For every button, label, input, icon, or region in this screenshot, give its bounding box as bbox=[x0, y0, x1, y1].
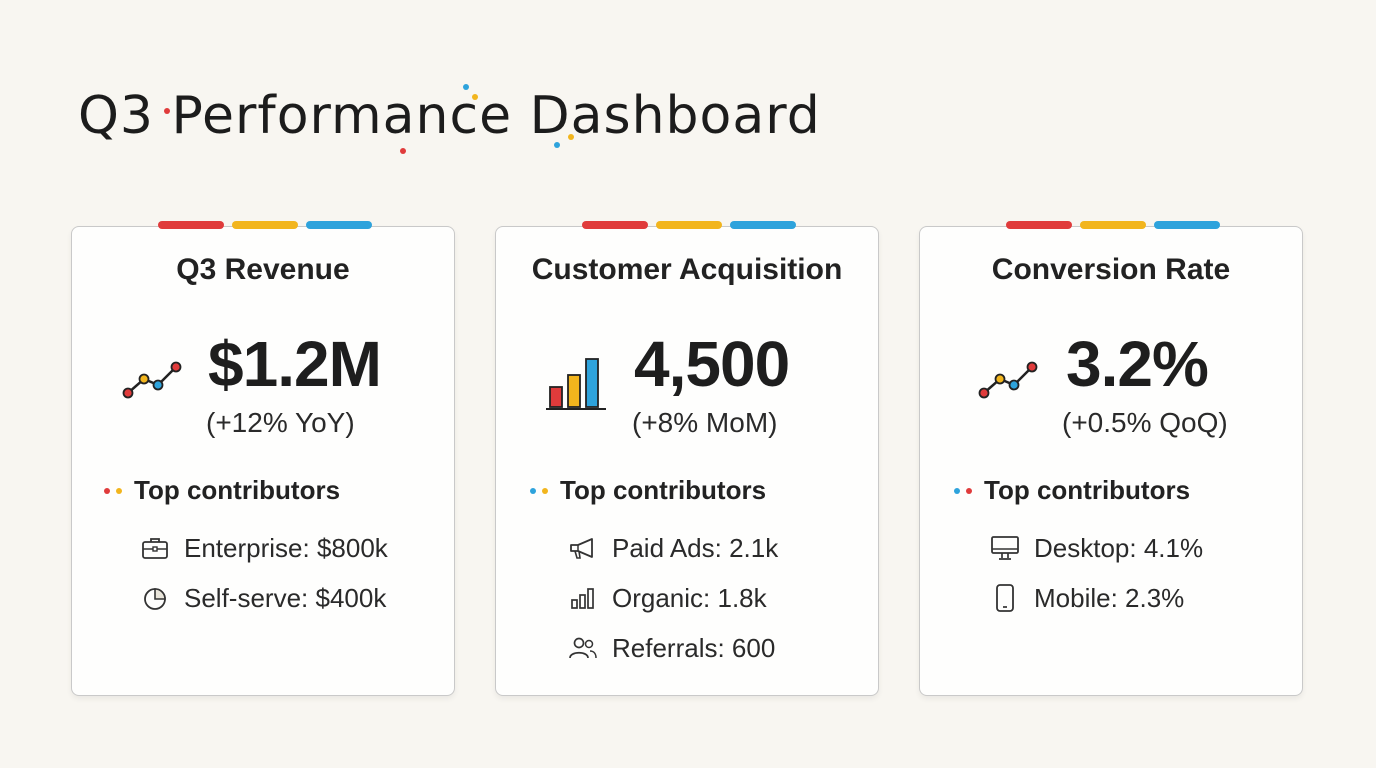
tab-stripe-yellow bbox=[1080, 221, 1146, 229]
metric-value: 4,500 bbox=[634, 328, 790, 400]
contributor-text: Desktop: 4.1% bbox=[1034, 532, 1204, 563]
desktop-icon bbox=[990, 533, 1020, 563]
bar-chart-small-icon bbox=[568, 583, 598, 613]
dashboard-header: Q3 Performance Dashboard bbox=[78, 78, 898, 168]
list-item: Self-serve: $400k bbox=[140, 573, 388, 623]
briefcase-icon bbox=[140, 533, 170, 563]
card-customer-acquisition: Customer Acquisition 4,500 (+8% MoM) Top… bbox=[495, 221, 879, 696]
contributors-list: Enterprise: $800k Self-serve: $400k bbox=[140, 523, 388, 623]
bar-chart-icon bbox=[544, 353, 610, 417]
list-item: Paid Ads: 2.1k bbox=[568, 523, 778, 573]
contributors-list: Desktop: 4.1% Mobile: 2.3% bbox=[990, 523, 1203, 623]
megaphone-icon bbox=[568, 533, 598, 563]
card-q3-revenue: Q3 Revenue $1.2M (+12% YoY) Top contribu… bbox=[71, 221, 455, 696]
card-title: Conversion Rate bbox=[991, 253, 1231, 286]
bullet-dots-icon bbox=[530, 487, 548, 494]
contributors-label: Top contributors bbox=[134, 475, 341, 505]
list-item: Organic: 1.8k bbox=[568, 573, 778, 623]
contributor-text: Referrals: 600 bbox=[612, 632, 776, 663]
confetti-dot bbox=[554, 142, 560, 148]
confetti-dot bbox=[164, 108, 170, 114]
confetti-dot bbox=[472, 94, 478, 100]
pie-chart-icon bbox=[140, 583, 170, 613]
contributors-label: Top contributors bbox=[560, 475, 767, 505]
page-title: Q3 Performance Dashboard bbox=[78, 86, 821, 146]
metric-value: $1.2M bbox=[208, 328, 382, 400]
tab-stripe-yellow bbox=[232, 221, 298, 229]
tab-stripe-blue bbox=[306, 221, 372, 229]
contributors-heading: Top contributors bbox=[530, 475, 766, 506]
card-tab-strip bbox=[1006, 221, 1220, 229]
contributor-text: Enterprise: $800k bbox=[184, 532, 388, 563]
contributor-text: Mobile: 2.3% bbox=[1034, 582, 1185, 613]
users-icon bbox=[568, 633, 598, 663]
line-trend-icon bbox=[122, 359, 184, 403]
contributors-list: Paid Ads: 2.1k Organic: 1.8k Referrals: … bbox=[568, 523, 778, 673]
list-item: Desktop: 4.1% bbox=[990, 523, 1203, 573]
confetti-dot bbox=[400, 148, 406, 154]
list-item: Enterprise: $800k bbox=[140, 523, 388, 573]
tab-stripe-blue bbox=[1154, 221, 1220, 229]
metric-change: (+12% YoY) bbox=[206, 407, 355, 438]
mobile-icon bbox=[990, 583, 1020, 613]
contributors-heading: Top contributors bbox=[104, 475, 340, 506]
card-tab-strip bbox=[582, 221, 796, 229]
card-title: Q3 Revenue bbox=[176, 253, 350, 286]
card-title: Customer Acquisition bbox=[531, 253, 843, 286]
metric-change: (+0.5% QoQ) bbox=[1062, 407, 1228, 438]
line-trend-icon bbox=[978, 359, 1040, 403]
contributors-label: Top contributors bbox=[984, 475, 1191, 505]
confetti-dot bbox=[568, 134, 574, 140]
tab-stripe-red bbox=[158, 221, 224, 229]
tab-stripe-yellow bbox=[656, 221, 722, 229]
tab-stripe-blue bbox=[730, 221, 796, 229]
list-item: Referrals: 600 bbox=[568, 623, 778, 673]
bullet-dots-icon bbox=[104, 487, 122, 494]
metric-value: 3.2% bbox=[1066, 328, 1209, 400]
list-item: Mobile: 2.3% bbox=[990, 573, 1203, 623]
contributor-text: Paid Ads: 2.1k bbox=[612, 532, 779, 563]
card-conversion-rate: Conversion Rate 3.2% (+0.5% QoQ) Top con… bbox=[919, 221, 1303, 696]
metric-change: (+8% MoM) bbox=[632, 407, 778, 438]
contributors-heading: Top contributors bbox=[954, 475, 1190, 506]
contributor-text: Self-serve: $400k bbox=[184, 582, 387, 613]
metric-row: 4,500 (+8% MoM) bbox=[496, 327, 878, 447]
confetti-dot bbox=[463, 84, 469, 90]
contributor-text: Organic: 1.8k bbox=[612, 582, 767, 613]
bullet-dots-icon bbox=[954, 487, 972, 494]
tab-stripe-red bbox=[582, 221, 648, 229]
card-tab-strip bbox=[158, 221, 372, 229]
metric-row: $1.2M (+12% YoY) bbox=[72, 327, 454, 447]
metric-row: 3.2% (+0.5% QoQ) bbox=[920, 327, 1302, 447]
tab-stripe-red bbox=[1006, 221, 1072, 229]
